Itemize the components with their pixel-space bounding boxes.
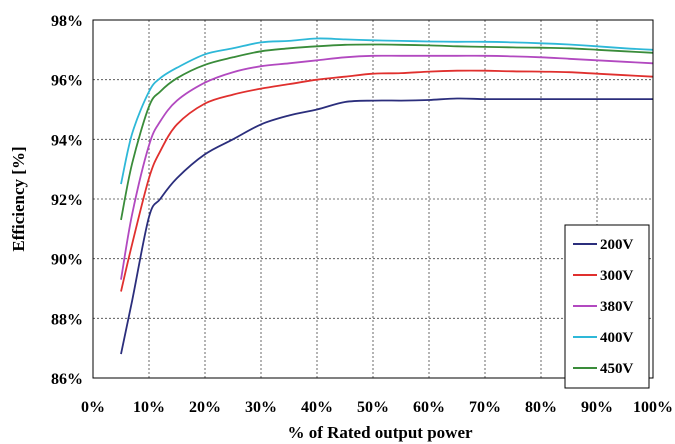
x-axis-title: % of Rated output power [287, 423, 473, 442]
y-tick-labels: 86% 88% 90% 92% 94% 96% 98% [51, 13, 83, 388]
x-tick-label: 20% [189, 399, 221, 416]
y-tick-label: 92% [51, 192, 83, 209]
y-axis-title: Efficiency [%] [9, 146, 28, 251]
x-tick-label: 80% [525, 399, 557, 416]
y-tick-label: 98% [51, 13, 83, 30]
x-tick-label: 40% [301, 399, 333, 416]
legend-label: 450V [600, 361, 634, 377]
series-line-380v [120, 54, 654, 280]
x-tick-label: 0% [81, 399, 105, 416]
x-tick-label: 10% [133, 399, 165, 416]
legend: 200V 300V 380V 400V 450V [564, 224, 650, 389]
y-tick-label: 88% [51, 311, 83, 328]
y-tick-label: 86% [51, 371, 83, 388]
legend-label: 400V [600, 330, 634, 346]
y-tick-label: 90% [51, 252, 83, 269]
x-tick-label: 100% [633, 399, 673, 416]
y-tick-label: 94% [51, 132, 83, 149]
plot-frame [92, 19, 654, 379]
series-line-300v [120, 69, 654, 292]
legend-label: 380V [600, 299, 634, 315]
x-tick-labels: 0% 10% 20% 30% 40% 50% 60% 70% 80% 90% 100% [81, 399, 673, 416]
series-line-200v [120, 97, 653, 355]
legend-label: 200V [600, 237, 634, 253]
legend-label: 300V [600, 268, 634, 284]
grid-lines [93, 20, 653, 378]
series-lines [120, 37, 654, 355]
x-tick-label: 90% [581, 399, 613, 416]
series-line-400v [120, 37, 654, 185]
x-tick-label: 70% [469, 399, 501, 416]
x-tick-label: 50% [357, 399, 389, 416]
series-line-450v [120, 43, 654, 221]
x-tick-label: 30% [245, 399, 277, 416]
y-tick-label: 96% [51, 73, 83, 90]
x-tick-label: 60% [413, 399, 445, 416]
